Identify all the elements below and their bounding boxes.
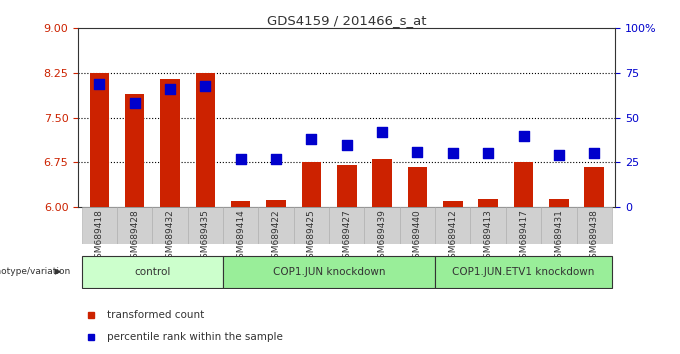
FancyBboxPatch shape: [329, 207, 364, 244]
Text: GSM689438: GSM689438: [590, 209, 598, 264]
Text: control: control: [134, 267, 171, 277]
Bar: [373, 159, 392, 207]
Bar: [549, 199, 568, 207]
Point: [200, 83, 211, 88]
Point: [94, 81, 105, 87]
Text: GSM689413: GSM689413: [483, 209, 493, 264]
Point: [165, 86, 175, 92]
Text: GSM689439: GSM689439: [377, 209, 387, 264]
FancyBboxPatch shape: [258, 207, 294, 244]
Bar: [514, 162, 533, 207]
FancyBboxPatch shape: [400, 207, 435, 244]
FancyBboxPatch shape: [152, 207, 188, 244]
Bar: [267, 200, 286, 207]
FancyBboxPatch shape: [471, 207, 506, 244]
FancyBboxPatch shape: [223, 256, 435, 288]
Text: GSM689422: GSM689422: [271, 209, 281, 264]
Bar: [479, 199, 498, 207]
Point: [483, 151, 494, 156]
Text: GSM689418: GSM689418: [95, 209, 104, 264]
FancyBboxPatch shape: [223, 207, 258, 244]
Text: GSM689431: GSM689431: [554, 209, 563, 264]
Text: transformed count: transformed count: [107, 310, 205, 320]
Point: [589, 151, 600, 156]
Point: [377, 129, 388, 135]
Text: GSM689432: GSM689432: [166, 209, 175, 264]
FancyBboxPatch shape: [435, 256, 612, 288]
FancyBboxPatch shape: [188, 207, 223, 244]
Text: GSM689425: GSM689425: [307, 209, 316, 264]
Point: [306, 136, 317, 142]
Point: [235, 156, 246, 162]
Bar: [231, 201, 250, 207]
Point: [271, 156, 282, 162]
FancyBboxPatch shape: [541, 207, 577, 244]
FancyBboxPatch shape: [364, 207, 400, 244]
Point: [447, 151, 458, 156]
FancyBboxPatch shape: [117, 207, 152, 244]
Text: GSM689427: GSM689427: [342, 209, 352, 264]
Bar: [160, 79, 180, 207]
Text: GSM689412: GSM689412: [448, 209, 458, 264]
Text: GSM689435: GSM689435: [201, 209, 210, 264]
Bar: [585, 167, 604, 207]
Text: GSM689440: GSM689440: [413, 209, 422, 264]
Bar: [408, 167, 427, 207]
Bar: [125, 94, 144, 207]
Bar: [337, 165, 356, 207]
Point: [412, 149, 423, 154]
FancyBboxPatch shape: [294, 207, 329, 244]
Text: genotype/variation: genotype/variation: [0, 267, 71, 276]
Title: GDS4159 / 201466_s_at: GDS4159 / 201466_s_at: [267, 14, 426, 27]
Text: GSM689417: GSM689417: [519, 209, 528, 264]
Text: COP1.JUN knockdown: COP1.JUN knockdown: [273, 267, 386, 277]
Bar: [443, 201, 462, 207]
Point: [129, 101, 140, 106]
Text: COP1.JUN.ETV1 knockdown: COP1.JUN.ETV1 knockdown: [452, 267, 595, 277]
Point: [341, 142, 352, 147]
FancyBboxPatch shape: [435, 207, 471, 244]
Text: GSM689428: GSM689428: [131, 209, 139, 264]
Text: percentile rank within the sample: percentile rank within the sample: [107, 332, 284, 342]
Point: [518, 133, 529, 138]
FancyBboxPatch shape: [577, 207, 612, 244]
FancyBboxPatch shape: [82, 207, 117, 244]
Bar: [302, 162, 321, 207]
Bar: [196, 73, 215, 207]
Text: GSM689414: GSM689414: [236, 209, 245, 264]
FancyBboxPatch shape: [506, 207, 541, 244]
FancyBboxPatch shape: [82, 256, 223, 288]
Point: [554, 153, 564, 158]
Bar: [90, 73, 109, 207]
